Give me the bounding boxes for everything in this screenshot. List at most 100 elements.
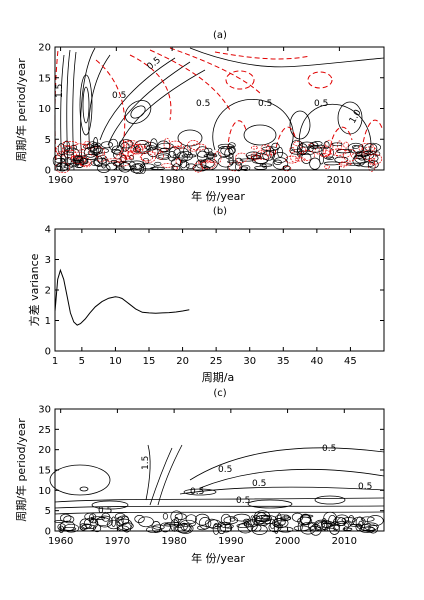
contour-line <box>125 140 133 153</box>
x-tick-label: 35 <box>277 356 290 367</box>
panel-b-y-label: 方差 variance <box>27 253 41 326</box>
contour-line <box>363 526 375 532</box>
contour-line <box>120 154 126 162</box>
contour-line <box>139 163 146 175</box>
contour-line <box>338 162 352 166</box>
contour-line <box>147 146 159 158</box>
contour-line <box>120 141 130 152</box>
panel-b-title: (b) <box>213 206 227 217</box>
contour-line <box>186 163 197 169</box>
x-tick-label: 1990 <box>218 536 243 547</box>
contour-line <box>177 129 203 147</box>
contour-line <box>63 515 75 524</box>
contour-label: 0.5 <box>190 487 204 497</box>
contour-label: 0.5 <box>314 99 328 109</box>
contour-line <box>115 153 128 164</box>
panel-a-x-ticks: 1960 1970 1980 1990 2000 2010 <box>48 47 352 186</box>
contour-line <box>301 514 314 518</box>
contour-line <box>203 154 218 158</box>
contour-label: 0.5 <box>98 506 112 516</box>
contour-line <box>180 522 188 531</box>
contour-line <box>179 160 190 171</box>
contour-line <box>227 160 238 164</box>
contour-line <box>332 521 350 532</box>
contour-line <box>106 162 118 171</box>
x-tick-label: 5 <box>79 356 85 367</box>
contour-line <box>359 161 375 168</box>
contour-line <box>366 515 384 527</box>
contour-line <box>361 119 383 151</box>
contour-line <box>56 151 66 157</box>
x-tick-label: 2010 <box>327 175 352 186</box>
contour-line <box>94 517 111 527</box>
contour-line <box>321 522 333 528</box>
contour-line <box>79 160 91 167</box>
contour-line <box>325 156 335 160</box>
contour-label: 1.5 <box>55 84 65 98</box>
contour-line <box>54 505 385 509</box>
y-tick-label: 4 <box>45 225 51 236</box>
contour-line <box>179 486 385 495</box>
y-tick-label: 20 <box>38 43 51 54</box>
contour-line <box>189 447 385 481</box>
contour-line <box>168 140 183 148</box>
contour-line <box>139 153 154 162</box>
panel-c-noise <box>54 510 384 536</box>
x-tick-label: 15 <box>143 356 156 367</box>
panel-a-contours <box>52 47 385 175</box>
y-tick-label: 0 <box>45 527 51 538</box>
contour-line <box>189 47 385 68</box>
contour-line <box>82 86 90 124</box>
contour-line <box>255 512 268 525</box>
contour-line <box>269 518 276 530</box>
x-tick-label: 25 <box>210 356 223 367</box>
contour-line <box>314 495 346 505</box>
contour-line <box>169 47 263 96</box>
contour-line <box>227 120 247 151</box>
contour-line <box>260 144 270 151</box>
contour-line <box>56 162 69 172</box>
contour-line <box>190 143 207 151</box>
contour-line <box>198 160 215 164</box>
x-tick-label: 1980 <box>161 536 186 547</box>
contour-line <box>193 162 204 173</box>
panel-b-x-label: 周期/a <box>202 371 234 384</box>
contour-line <box>309 157 321 170</box>
x-tick-label: 2000 <box>275 536 300 547</box>
contour-line <box>149 49 231 111</box>
contour-label: 0.5 <box>196 99 210 109</box>
contour-line <box>79 74 93 136</box>
contour-line <box>316 522 325 529</box>
contour-line <box>165 521 181 525</box>
panel-c-y-ticks: 0 5 10 15 20 25 30 <box>38 405 384 538</box>
contour-line <box>274 514 291 522</box>
contour-line <box>174 513 187 520</box>
y-tick-label: 0 <box>45 347 51 358</box>
contour-line <box>236 523 251 529</box>
contour-line <box>54 158 65 164</box>
contour-line <box>173 147 190 159</box>
panel-c-x-ticks: 1960 1970 1980 1990 2000 2010 <box>48 409 357 547</box>
contour-line <box>329 126 353 156</box>
contour-line <box>213 151 222 164</box>
contour-line <box>106 519 121 530</box>
contour-line <box>157 150 164 160</box>
contour-line <box>149 447 173 506</box>
x-tick-label: 2010 <box>332 536 357 547</box>
contour-line <box>199 468 385 489</box>
contour-line <box>363 522 379 531</box>
contour-line <box>289 110 311 140</box>
contour-line <box>346 162 362 166</box>
contour-line <box>355 516 364 529</box>
contour-line <box>331 142 343 147</box>
contour-line <box>70 144 78 151</box>
contour-line <box>176 150 193 162</box>
contour-line <box>172 154 180 159</box>
x-tick-label: 20 <box>176 356 189 367</box>
contour-line <box>163 137 171 151</box>
contour-line <box>108 138 119 151</box>
contour-line <box>185 514 197 524</box>
contour-line <box>116 165 125 169</box>
contour-line <box>159 522 171 533</box>
contour-line <box>88 146 106 157</box>
